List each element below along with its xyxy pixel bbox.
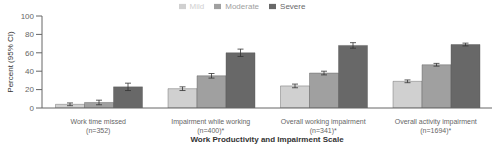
svg-text:Impairment while working(n=400: Impairment while working(n=400)*	[171, 118, 250, 135]
svg-text:80: 80	[25, 30, 34, 39]
svg-text:20: 20	[25, 85, 34, 94]
svg-text:Work Productivity and Impairme: Work Productivity and Impairment Scale	[190, 135, 344, 144]
svg-text:Percent (95% CI): Percent (95% CI)	[8, 31, 15, 93]
svg-text:0: 0	[30, 104, 35, 113]
html-text:Severe: Severe	[280, 2, 306, 11]
svg-text:Overall working impairment(n=3: Overall working impairment(n=341)*	[281, 118, 366, 135]
svg-text:40: 40	[25, 67, 34, 76]
svg-text:100: 100	[21, 12, 35, 21]
svg-text:Overall activity impairment(n=: Overall activity impairment(n=1694)*	[395, 118, 477, 135]
html-text:Moderate: Moderate	[225, 2, 259, 11]
svg-text:Work time missed(n=352): Work time missed(n=352)	[71, 118, 127, 135]
svg-text:60: 60	[25, 49, 34, 58]
html-text:Mild: Mild	[189, 2, 205, 11]
